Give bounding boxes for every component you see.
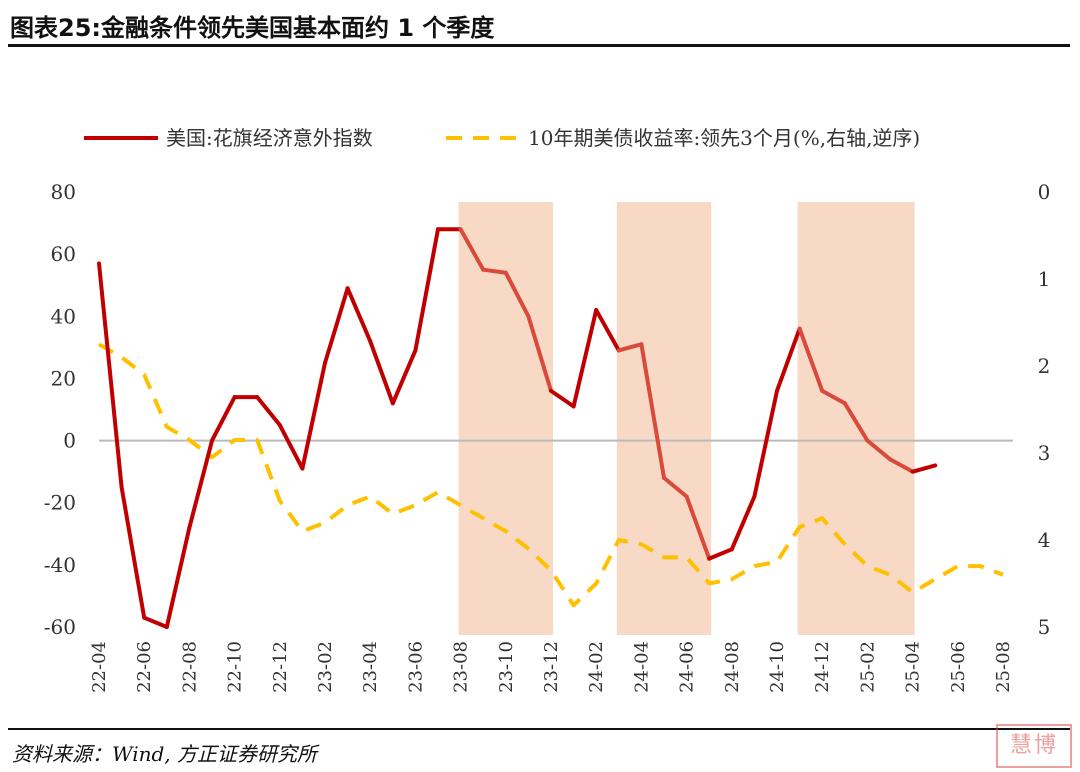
y2-tick-label: 0 <box>1038 180 1051 204</box>
surprise-index-segment <box>775 326 802 393</box>
surprise-index-segment <box>752 388 779 499</box>
x-tick-label: 24-10 <box>767 641 788 693</box>
y-tick-label: 0 <box>63 429 76 453</box>
y-tick-label: -40 <box>44 553 76 577</box>
x-tick-label: 25-02 <box>857 641 878 693</box>
y-tick-label: 80 <box>51 180 76 204</box>
surprise-index-segment <box>210 395 237 443</box>
title-bar: 图表25:金融条件领先美国基本面约 1 个季度 <box>8 4 1070 47</box>
x-tick-label: 23-12 <box>541 641 562 693</box>
series-citi-surprise-index <box>97 227 938 629</box>
x-tick-label: 25-08 <box>993 641 1014 693</box>
x-axis: 22-04 22-06 22-08 22-10 22-12 23-02 23-04 23-06… <box>89 641 1014 693</box>
surprise-index-segment <box>549 388 576 409</box>
x-tick-label: 22-12 <box>270 641 291 693</box>
surprise-index-segment <box>571 308 599 409</box>
shaded-regions <box>458 202 915 635</box>
footer-divider <box>8 728 1070 730</box>
x-tick-label: 24-08 <box>722 641 743 693</box>
x-tick-label: 23-10 <box>496 641 517 693</box>
surprise-index-segment <box>413 227 440 353</box>
y-tick-label: 40 <box>51 304 76 328</box>
surprise-index-segment <box>865 438 892 462</box>
x-tick-label: 25-06 <box>948 641 969 693</box>
y2-tick-label: 3 <box>1038 441 1051 465</box>
surprise-index-segment <box>390 348 418 406</box>
surprise-index-segment <box>458 227 486 272</box>
legend-label-treasury-yield: 10年期美债收益率:领先3个月(%,右轴,逆序) <box>528 126 920 150</box>
surprise-index-segment <box>910 463 938 474</box>
surprise-index-segment <box>119 485 147 620</box>
x-tick-label: 22-10 <box>225 641 246 693</box>
surprise-index-segment <box>300 360 327 471</box>
y-tick-label: -20 <box>44 491 76 515</box>
surprise-index-segment <box>707 547 734 561</box>
y2-tick-label: 1 <box>1038 267 1051 291</box>
surprise-index-segment <box>594 308 621 353</box>
shaded-region-2 <box>616 202 712 635</box>
surprise-index-segment <box>639 342 666 480</box>
source-note: 资料来源：Wind, 方正证券研究所 <box>12 742 317 766</box>
x-tick-label: 25-04 <box>903 641 924 693</box>
surprise-index-segment <box>616 342 644 353</box>
y2-tick-label: 5 <box>1038 615 1051 639</box>
surprise-index-segment <box>503 270 531 319</box>
surprise-index-segment <box>142 615 169 629</box>
y2-tick-label: 2 <box>1038 354 1051 378</box>
x-tick-label: 24-04 <box>631 641 652 693</box>
x-tick-label: 22-04 <box>89 641 110 693</box>
y-tick-label: 20 <box>51 366 76 390</box>
surprise-index-segment <box>797 326 825 393</box>
surprise-index-segment <box>842 401 870 443</box>
surprise-index-segment <box>684 494 712 561</box>
surprise-index-segment <box>323 286 350 365</box>
surprise-index-segment <box>526 314 553 393</box>
surprise-index-segment <box>888 457 915 474</box>
surprise-index-segment <box>729 494 757 552</box>
x-tick-label: 23-08 <box>451 641 472 693</box>
y-tick-label: -60 <box>44 615 76 639</box>
surprise-index-segment <box>368 339 395 406</box>
x-tick-label: 22-06 <box>134 641 155 693</box>
watermark-stamp: 慧博 <box>996 724 1072 768</box>
x-tick-label: 24-02 <box>586 641 607 693</box>
x-tick-label: 24-12 <box>812 641 833 693</box>
x-tick-label: 24-06 <box>677 641 698 693</box>
x-tick-label: 23-04 <box>360 641 381 693</box>
surprise-index-segment <box>164 525 192 629</box>
surprise-index-segment <box>255 395 282 428</box>
x-tick-label: 23-02 <box>315 641 336 693</box>
surprise-index-segment <box>97 261 124 490</box>
surprise-index-segment <box>277 423 305 471</box>
x-tick-label: 22-08 <box>179 641 200 693</box>
right-y-axis: 0 1 2 3 4 5 <box>1038 180 1051 639</box>
surprise-index-segment <box>662 475 689 499</box>
legend: 美国:花旗经济意外指数 10年期美债收益率:领先3个月(%,右轴,逆序) <box>84 126 920 150</box>
left-y-axis: 80 60 40 20 0 -20 -40 -60 <box>44 180 76 639</box>
legend-label-surprise-index: 美国:花旗经济意外指数 <box>166 126 373 150</box>
surprise-index-segment <box>820 388 847 406</box>
y2-tick-label: 4 <box>1038 528 1051 552</box>
x-tick-label: 23-06 <box>405 641 426 693</box>
y-tick-label: 60 <box>51 242 76 266</box>
surprise-index-segment <box>481 267 508 275</box>
chart-title: 图表25:金融条件领先美国基本面约 1 个季度 <box>10 14 495 42</box>
surprise-index-segment <box>345 286 373 344</box>
surprise-index-segment <box>187 438 214 530</box>
shaded-region-1 <box>458 202 553 635</box>
